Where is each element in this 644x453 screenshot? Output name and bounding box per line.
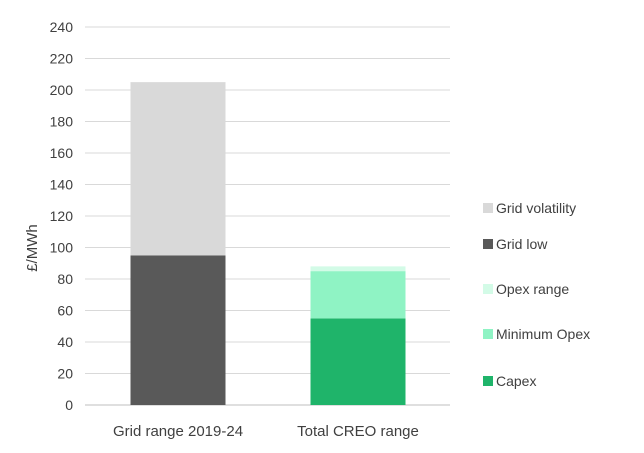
y-tick-label: 80 [57, 271, 73, 287]
bar-segment-capex [310, 318, 406, 405]
legend-swatch [483, 284, 493, 294]
y-tick-label: 60 [57, 303, 73, 319]
legend-item: Capex [483, 373, 536, 389]
y-tick-label: 120 [50, 208, 74, 224]
y-tick-label: 20 [57, 366, 73, 382]
y-tick-label: 220 [50, 51, 74, 67]
y-tick-label: 180 [50, 114, 74, 130]
y-axis-ticks: 0 20 40 60 80 100 120 140 160 180 200 220 240 [50, 19, 74, 413]
legend-swatch [483, 376, 493, 386]
y-tick-label: 100 [50, 240, 74, 256]
y-axis-title: £/MWh [24, 224, 41, 272]
y-tick-label: 140 [50, 177, 74, 193]
legend-swatch [483, 329, 493, 339]
legend-label: Grid volatility [496, 200, 576, 216]
y-tick-label: 40 [57, 334, 73, 350]
bars [130, 82, 406, 405]
legend-label: Grid low [496, 236, 548, 252]
legend-item: Minimum Opex [483, 326, 590, 342]
legend-label: Opex range [496, 281, 569, 297]
x-category-label: Grid range 2019-24 [113, 423, 243, 440]
legend-item: Opex range [483, 281, 569, 297]
y-tick-label: 200 [50, 82, 74, 98]
legend-item: Grid volatility [483, 200, 576, 216]
y-tick-label: 0 [65, 397, 73, 413]
legend-swatch [483, 239, 493, 249]
bar-segment-grid-low [130, 255, 226, 405]
bar-segment-opex-range [310, 266, 406, 272]
legend-label: Capex [496, 373, 536, 389]
y-tick-label: 240 [50, 19, 74, 35]
legend-label: Minimum Opex [496, 326, 590, 342]
bar-segment-minimum-opex [310, 271, 406, 319]
y-tick-label: 160 [50, 145, 74, 161]
legend-swatch [483, 203, 493, 213]
x-category-label: Total CREO range [297, 423, 419, 440]
x-axis-categories: Grid range 2019-24 Total CREO range [113, 423, 419, 440]
legend: Grid volatility Grid low Opex range Minimum… [483, 200, 590, 389]
legend-item: Grid low [483, 236, 548, 252]
bar-segment-grid-volatility [130, 82, 226, 256]
